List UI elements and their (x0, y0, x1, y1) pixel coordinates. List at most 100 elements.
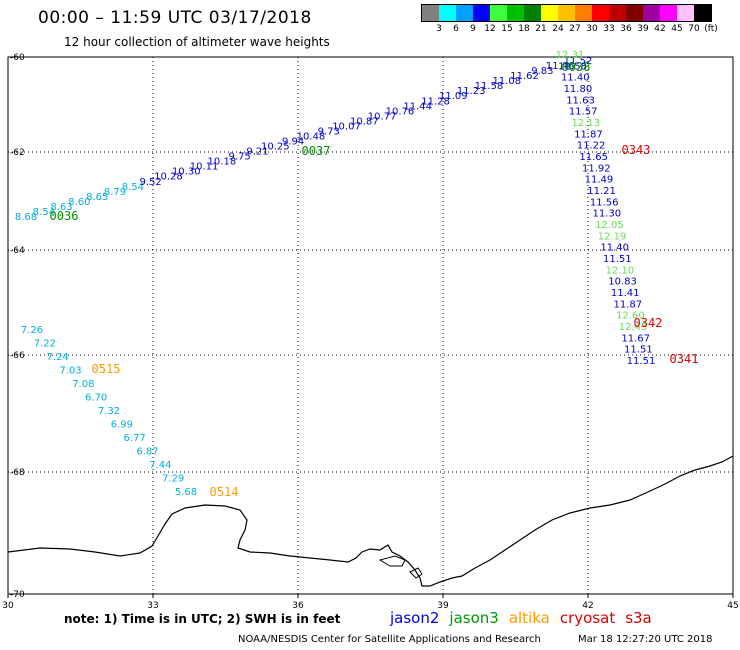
legend-label: 30 (586, 24, 598, 34)
footer-note: note: 1) Time is in UTC; 2) SWH is in fe… (64, 612, 341, 626)
swh-value: 12.45 (619, 322, 648, 333)
swh-value: 8.65 (86, 192, 108, 203)
swh-value: 10.28 (154, 172, 183, 183)
lat-tick-label: -68 (10, 468, 25, 478)
map-axes: 30 33 36 39 42 45 -60 -62 -64 -66 -68 -70 (2, 53, 738, 611)
lon-tick-label: 36 (292, 601, 304, 611)
swh-value: 6.99 (111, 420, 133, 431)
swh-value: 11.28 (421, 96, 450, 107)
swh-value: 11.63 (566, 95, 595, 106)
track-altika: 7.26 7.22 7.24 7.03 7.08 6.70 7.32 6.99 6.77 6.87… (21, 325, 197, 498)
satellite-legend: jason2 jason3 altika cryosat s3a (390, 609, 662, 627)
pass-labels: 0036 0037 0038 0343 0342 0341 0515 0514 (50, 60, 699, 499)
swh-value: 7.22 (34, 339, 56, 350)
swh-value: 8.54 (122, 182, 144, 193)
swh-value: 8.54 (33, 207, 55, 218)
swh-value: 12.10 (606, 265, 635, 276)
swh-value: 10.77 (368, 111, 397, 122)
swh-value: 9.75 (229, 152, 251, 163)
swh-value: 11.08 (492, 76, 521, 87)
legend-label: 33 (603, 24, 615, 34)
legend-swatch (677, 5, 694, 21)
swh-value: 11.51 (603, 254, 632, 265)
pass-id-label: 0342 (634, 316, 663, 330)
legend-swatch (558, 5, 575, 21)
credit-line: NOAA/NESDIS Center for Satellite Applica… (238, 634, 541, 645)
swh-value: 6.70 (85, 393, 107, 404)
swh-value: 11.49 (585, 175, 614, 186)
legend-swatch (694, 5, 711, 21)
lat-tick-label: -62 (10, 148, 25, 158)
legend-swatch (575, 5, 592, 21)
legend-label: 24 (552, 24, 564, 34)
swh-value: 7.29 (162, 474, 184, 485)
legend-swatch (490, 5, 507, 21)
swh-value: 7.44 (149, 460, 171, 471)
lat-tick-label: -66 (10, 351, 25, 361)
legend-swatch (541, 5, 558, 21)
track-jason3-descending: 12.3111.5811.4011.8011.6311.5712.1311.87… (556, 50, 656, 367)
lon-tick-label: 42 (582, 601, 593, 611)
satellite-name: jason2 (390, 609, 440, 627)
legend-label: 12 (484, 24, 496, 34)
swh-value: 10.87 (350, 116, 379, 127)
swh-value: 8.68 (15, 212, 37, 223)
coastline (7, 455, 734, 587)
swh-value: 9.52 (140, 177, 162, 188)
swh-value: 11.57 (569, 107, 598, 118)
swh-value: 11.80 (564, 84, 593, 95)
pass-id-label: 0038 (562, 60, 591, 74)
satellite-name: s3a (625, 609, 652, 627)
legend-label: 42 (654, 24, 666, 34)
pass-id-label: 0037 (302, 144, 331, 158)
swh-value: 10.48 (297, 131, 326, 142)
swh-value: 10.18 (208, 157, 237, 168)
pass-id-label: 0343 (622, 143, 651, 157)
swh-value: 11.46 (546, 61, 575, 72)
legend-swatch (524, 5, 541, 21)
swh-value: 10.76 (386, 106, 415, 117)
swh-value: 11.67 (621, 333, 650, 344)
swh-value: 11.92 (582, 163, 611, 174)
swh-value: 12.13 (571, 118, 600, 129)
pass-id-label: 0514 (210, 485, 239, 499)
legend-label: 15 (501, 24, 513, 34)
map-frame (7, 56, 734, 595)
swh-value: 5.68 (175, 487, 197, 498)
legend-label: 70 (688, 24, 700, 34)
swh-value: 7.32 (98, 406, 120, 417)
color-scale-labels: 3 6 9 12 15 18 21 24 27 30 33 36 39 42 45 70 (ft) (421, 22, 718, 36)
swh-value: 12.60 (616, 311, 645, 322)
satellite-name: cryosat (559, 609, 616, 627)
swh-value: 6.77 (124, 433, 146, 444)
satellite-name: altika (508, 609, 550, 627)
swh-value: 11.23 (457, 86, 486, 97)
legend-swatch (456, 5, 473, 21)
lon-tick-label: 45 (727, 601, 738, 611)
swh-value: 8.79 (104, 187, 126, 198)
swh-value: 9.94 (282, 137, 304, 148)
lat-tick-label: -60 (10, 53, 25, 63)
generated-timestamp: Mar 18 12:27:20 UTC 2018 (578, 634, 713, 645)
swh-value: 11.22 (577, 141, 606, 152)
swh-value: 7.03 (59, 366, 81, 377)
legend-swatch (643, 5, 660, 21)
track-jason3-ascending: 8.688.548.638.608.658.798.549.5210.2810.… (15, 56, 592, 223)
swh-value: 10.30 (172, 167, 201, 178)
swh-value: 12.31 (556, 50, 585, 61)
legend-label: 9 (470, 24, 476, 34)
legend-swatch (439, 5, 456, 21)
pass-id-label: 0515 (92, 362, 121, 376)
legend-label: 36 (620, 24, 632, 34)
legend-label: 3 (436, 24, 442, 34)
swh-value: 9.83 (531, 66, 553, 77)
swh-value: 10.11 (190, 162, 219, 173)
lat-lon-grid (8, 57, 733, 594)
swh-value: 11.87 (614, 299, 643, 310)
page-title: 00:00 – 11:59 UTC 03/17/2018 (38, 8, 312, 28)
color-scale-swatches (421, 4, 712, 22)
swh-value: 6.87 (136, 447, 158, 458)
swh-value: 11.58 (475, 81, 504, 92)
legend-label: 45 (671, 24, 683, 34)
